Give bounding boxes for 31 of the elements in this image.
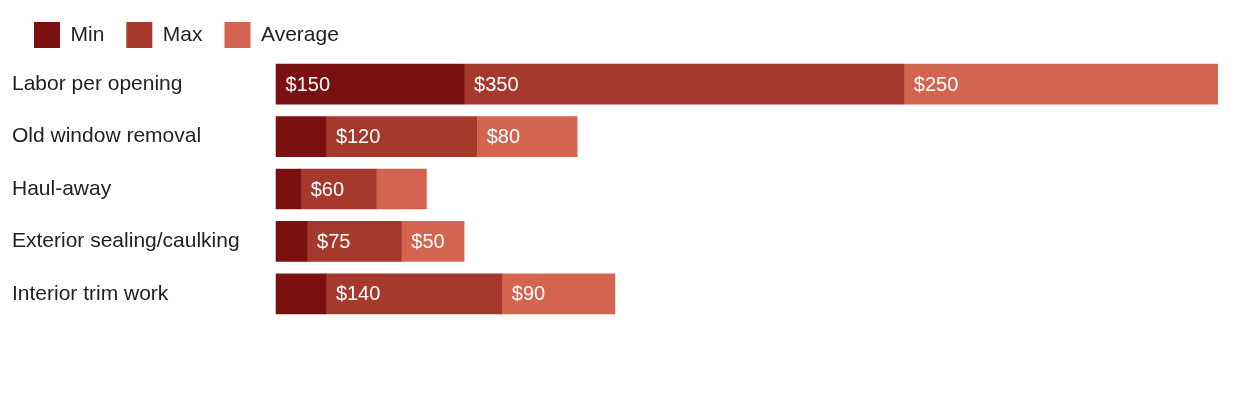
bar [375, 168, 427, 210]
bar [275, 273, 327, 315]
data-label: $75 [317, 229, 351, 252]
data-label: $350 [474, 72, 519, 95]
y-tick-label: Old window removal [12, 123, 202, 147]
data-label: $140 [335, 282, 381, 305]
y-tick-label: Haul-away [12, 175, 112, 199]
legend-label: Min [70, 21, 105, 45]
bar [325, 116, 477, 157]
bar [275, 168, 302, 210]
data-label: $50 [411, 229, 445, 252]
data-label: $120 [335, 125, 381, 148]
data-label: $250 [913, 72, 959, 95]
data-label: $80 [486, 125, 521, 148]
y-tick-label: Interior trim work [12, 280, 169, 304]
data-label: $90 [511, 282, 546, 305]
bar [501, 273, 616, 315]
legend-label: Max [162, 21, 204, 45]
legend-label: Average [261, 21, 339, 45]
bar [476, 116, 578, 157]
bar [325, 273, 503, 315]
y-tick-label: Labor per opening [12, 71, 183, 94]
bar [306, 221, 402, 262]
bar [275, 221, 308, 262]
data-label: $60 [310, 177, 345, 200]
bar [903, 63, 1218, 105]
y-tick-label: Exterior sealing/caulking [12, 228, 240, 252]
bar [275, 116, 327, 157]
bar [275, 63, 465, 105]
bar [463, 63, 905, 105]
data-label: $150 [285, 72, 331, 95]
